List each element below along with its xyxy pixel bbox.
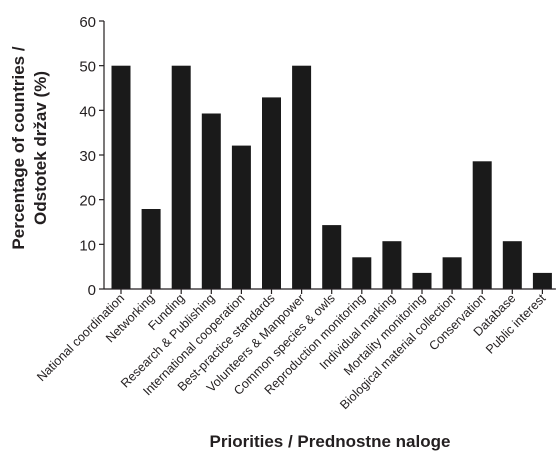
bar-13 [472,161,492,289]
bar-8 [322,225,342,289]
bar-2 [141,209,161,289]
bar-12 [442,257,462,289]
y-tick-label: 50 [79,59,96,76]
y-axis-label-line-1: Percentage of countries / [9,46,28,249]
bar-7 [292,65,312,289]
y-tick-label: 30 [79,148,96,165]
bar-6 [262,97,281,290]
bars [111,65,552,290]
bar-9 [352,257,372,289]
x-axis: National coordinationNetworkingFundingRe… [34,288,556,412]
y-tick-label: 60 [79,14,96,31]
bar-4 [201,113,221,289]
y-axis: 0 10 20 30 40 50 60 [79,14,105,299]
bar-3 [171,65,191,289]
bar-10 [382,241,402,289]
bar-5 [231,145,251,289]
y-tick-label: 0 [88,282,96,299]
x-axis-label: Priorities / Prednostne naloge [210,432,451,451]
bar-1 [111,65,131,289]
bar-14 [502,241,522,289]
y-axis-label: Percentage of countries / Odstotek držav… [9,46,50,249]
y-tick-label: 10 [79,237,96,254]
y-tick-label: 40 [79,103,96,120]
y-axis-label-line-2: Odstotek držav (%) [31,71,50,225]
bar-11 [412,272,432,289]
bar-15 [532,272,552,289]
y-tick-label: 20 [79,193,96,210]
